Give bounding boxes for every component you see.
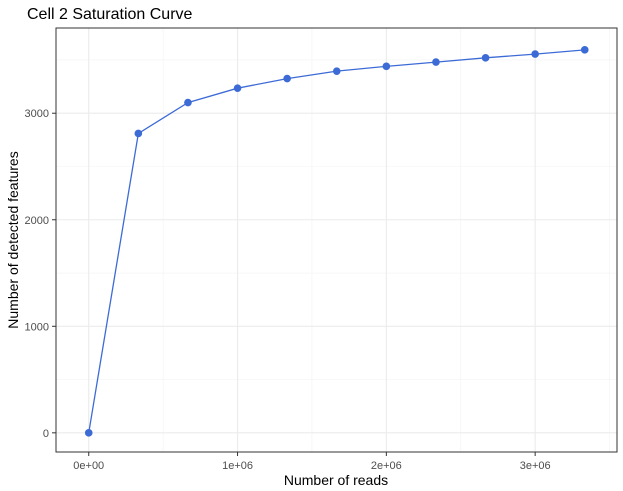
x-axis-ticks: 0e+00 1e+06 2e+06 3e+06 bbox=[73, 452, 551, 472]
x-tick-label: 2e+06 bbox=[371, 460, 402, 472]
data-point bbox=[283, 74, 291, 83]
data-point bbox=[432, 58, 440, 66]
y-tick-label: 3000 bbox=[25, 108, 49, 120]
x-tick-label: 3e+06 bbox=[520, 460, 551, 472]
x-axis-title: Number of reads bbox=[284, 472, 388, 488]
data-point bbox=[382, 62, 391, 71]
x-tick-label: 0e+00 bbox=[73, 460, 104, 472]
x-tick-label: 1e+06 bbox=[222, 460, 253, 472]
data-point bbox=[580, 46, 589, 54]
y-tick-label: 0 bbox=[43, 428, 49, 440]
data-point bbox=[332, 67, 341, 75]
y-axis-ticks: 0 1000 2000 3000 bbox=[25, 108, 56, 440]
y-tick-label: 1000 bbox=[25, 321, 49, 333]
data-point bbox=[531, 50, 539, 58]
data-point bbox=[134, 129, 143, 138]
y-tick-label: 2000 bbox=[25, 215, 49, 227]
data-point bbox=[184, 98, 192, 107]
panel-border bbox=[55, 27, 618, 453]
data-point bbox=[481, 54, 490, 62]
data-point bbox=[84, 429, 93, 437]
series bbox=[84, 46, 589, 437]
y-axis-title: Number of detected features bbox=[5, 151, 21, 328]
data-point bbox=[233, 84, 242, 92]
chart-title: Cell 2 Saturation Curve bbox=[27, 6, 193, 23]
grid bbox=[56, 28, 617, 452]
